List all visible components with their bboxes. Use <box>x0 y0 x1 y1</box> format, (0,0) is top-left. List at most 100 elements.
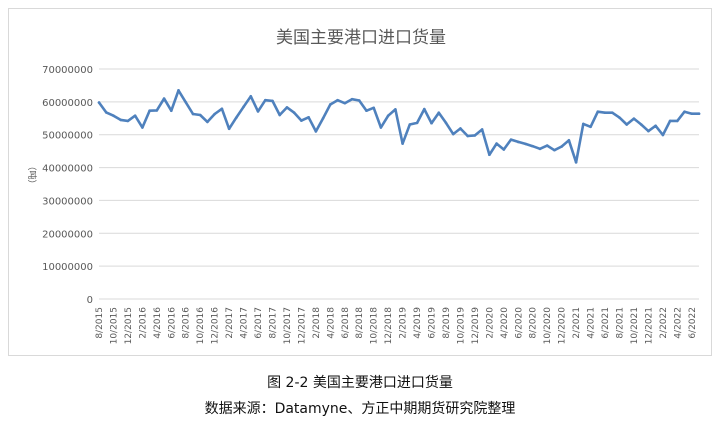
data-point <box>610 111 614 114</box>
y-tick-label: 50000000 <box>42 131 93 142</box>
x-tick-label: 6/2021 <box>601 307 611 339</box>
data-point <box>141 126 144 129</box>
data-point <box>495 142 498 145</box>
data-point <box>567 139 571 142</box>
data-point <box>220 107 224 111</box>
y-tick-label: 10000000 <box>42 262 93 273</box>
data-point <box>379 126 383 129</box>
data-point <box>235 116 238 119</box>
x-tick-label: 12/2016 <box>211 307 221 345</box>
data-point <box>661 133 665 137</box>
x-tick-label: 2/2021 <box>572 307 582 339</box>
data-point <box>263 98 267 102</box>
data-point <box>596 110 600 114</box>
data-point <box>459 127 462 130</box>
data-point <box>350 97 354 101</box>
data-point <box>473 134 477 137</box>
data-point <box>213 112 216 116</box>
data-point <box>466 134 469 138</box>
x-tick-label: 10/2015 <box>109 307 119 344</box>
data-point <box>126 119 130 123</box>
data-point <box>531 144 535 148</box>
x-tick-label: 12/2015 <box>124 307 134 344</box>
y-tick-label: 40000000 <box>42 164 93 175</box>
data-point <box>314 130 318 133</box>
data-point <box>618 116 621 119</box>
data-point <box>372 106 375 110</box>
data-point <box>148 109 151 113</box>
x-tick-label: 2/2020 <box>485 307 495 339</box>
data-point <box>654 124 657 128</box>
data-point <box>300 119 303 122</box>
data-point <box>191 112 195 116</box>
x-tick-label: 10/2021 <box>630 307 640 344</box>
data-point <box>162 97 166 100</box>
data-point <box>104 111 108 114</box>
x-tick-label: 6/2018 <box>341 307 351 339</box>
data-point <box>408 123 412 126</box>
x-tick-label: 12/2018 <box>384 307 394 345</box>
data-point <box>242 105 245 109</box>
data-point <box>343 101 347 105</box>
data-point <box>676 119 679 123</box>
source-caption: 数据来源：Datamyne、方正中期期货研究院整理 <box>204 401 516 417</box>
data-point <box>603 111 607 114</box>
data-point <box>632 117 636 120</box>
x-tick-label: 6/2020 <box>514 307 524 339</box>
x-tick-label: 2/2019 <box>399 307 409 339</box>
x-tick-label: 2/2022 <box>659 307 669 339</box>
data-point <box>249 94 253 98</box>
data-point <box>386 114 390 117</box>
chart-title: 美国主要港口进口货量 <box>276 28 446 48</box>
data-point <box>625 123 629 126</box>
x-tick-label: 10/2017 <box>283 307 293 344</box>
data-point <box>480 128 484 131</box>
data-point <box>589 125 592 129</box>
data-point <box>423 107 426 111</box>
data-point <box>119 118 122 122</box>
chart-frame: 美国主要港口进口货量 （吨） 0 10000000 20000000 30000000… <box>8 8 712 356</box>
data-point <box>169 109 173 113</box>
y-tick-label: 0 <box>87 295 93 306</box>
data-point <box>560 145 563 148</box>
series-line <box>97 89 701 164</box>
x-tick-label: 2/2017 <box>225 307 235 339</box>
x-tick-label: 12/2019 <box>471 307 481 345</box>
data-point <box>690 112 694 115</box>
data-point <box>451 132 455 136</box>
data-point <box>329 103 332 106</box>
x-tick-label: 4/2020 <box>500 307 510 339</box>
x-tick-label: 10/2019 <box>456 307 466 345</box>
data-point <box>538 147 542 151</box>
data-point <box>336 98 339 102</box>
gridlines <box>99 68 699 300</box>
x-tick-label: 12/2020 <box>558 307 568 345</box>
data-point <box>668 119 672 123</box>
data-point <box>177 89 180 92</box>
data-point <box>321 116 325 120</box>
line-chart: 美国主要港口进口货量 （吨） 0 10000000 20000000 30000000… <box>26 28 701 345</box>
x-tick-label: 8/2019 <box>442 307 452 339</box>
x-tick-label: 10/2016 <box>196 307 206 345</box>
data-point <box>639 123 643 126</box>
data-point <box>307 116 310 119</box>
data-point <box>401 142 404 145</box>
data-point <box>502 148 506 151</box>
data-point <box>155 109 159 112</box>
x-tick-label: 6/2022 <box>688 307 698 339</box>
y-tick-label: 60000000 <box>42 98 93 109</box>
data-point <box>553 148 556 152</box>
x-tick-label: 12/2017 <box>297 307 307 344</box>
x-tick-label: 8/2021 <box>615 307 625 339</box>
x-tick-label: 8/2018 <box>355 307 365 339</box>
x-tick-label: 12/2021 <box>644 307 654 344</box>
data-point <box>112 114 115 117</box>
data-point <box>545 144 549 147</box>
data-point <box>524 142 527 146</box>
data-point <box>184 100 188 104</box>
x-tick-label: 6/2016 <box>167 307 177 339</box>
x-tick-label: 4/2022 <box>673 307 683 339</box>
data-point <box>444 121 448 125</box>
data-point <box>227 127 231 131</box>
x-tick-label: 10/2018 <box>370 307 380 345</box>
